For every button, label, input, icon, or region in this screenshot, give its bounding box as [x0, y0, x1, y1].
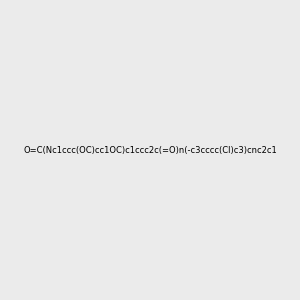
Text: O=C(Nc1ccc(OC)cc1OC)c1ccc2c(=O)n(-c3cccc(Cl)c3)cnc2c1: O=C(Nc1ccc(OC)cc1OC)c1ccc2c(=O)n(-c3cccc…	[23, 146, 277, 154]
